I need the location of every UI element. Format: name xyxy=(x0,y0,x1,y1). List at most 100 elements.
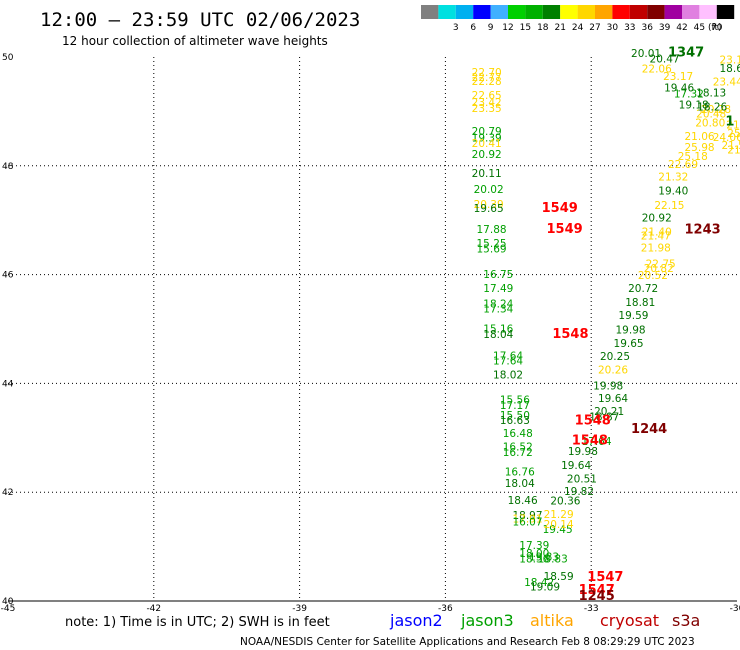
wave-height-label: 21.5 xyxy=(727,144,740,156)
wave-height-label: 18.24 xyxy=(483,298,513,310)
scale-swatch xyxy=(455,5,474,19)
scale-label: 45 xyxy=(694,23,705,33)
scale-swatch xyxy=(508,5,526,19)
wave-height-label: 17.88 xyxy=(477,224,507,236)
scale-label: 9 xyxy=(488,23,494,33)
scale-units: (ft) xyxy=(708,23,722,33)
wave-height-label: 19.82 xyxy=(564,486,594,498)
pass-time-label: 1549 xyxy=(542,201,578,216)
scale-label: 36 xyxy=(641,23,653,33)
pass-time-label: 1547 xyxy=(587,570,623,585)
scale-swatch xyxy=(629,5,648,19)
scale-swatch xyxy=(560,5,578,19)
wave-height-label: 21.47 xyxy=(641,230,671,242)
wave-height-label: 16.76 xyxy=(505,467,535,479)
pass-time-label: 1 xyxy=(725,115,734,130)
wave-height-label: 20.36 xyxy=(550,495,580,507)
wave-height-label: 19.40 xyxy=(658,185,688,197)
y-tick-label: 46 xyxy=(2,271,14,281)
scale-swatch xyxy=(542,5,561,19)
wave-height-label: 22.15 xyxy=(654,200,684,212)
y-tick-label: 44 xyxy=(2,379,14,389)
scale-swatch xyxy=(577,5,595,19)
wave-height-label: 19.65 xyxy=(614,338,644,350)
satellite-legend: jason2 jason3 altika cryosat s3a xyxy=(389,611,700,630)
wave-height-label: 19.65 xyxy=(474,203,504,215)
wave-height-label: 23.17 xyxy=(663,71,693,83)
legend-cryosat: cryosat xyxy=(600,611,659,630)
y-tick-label: 48 xyxy=(2,162,14,172)
scale-label: 33 xyxy=(624,23,635,33)
scale-swatch xyxy=(647,5,665,19)
x-tick-label: -33 xyxy=(584,604,599,614)
wave-height-label: 22.28 xyxy=(472,76,502,88)
wave-height-label: 18.81 xyxy=(625,297,655,309)
scale-swatch xyxy=(525,5,543,19)
scale-label: 30 xyxy=(607,23,619,33)
wave-height-label: 20.26 xyxy=(598,364,628,376)
wave-height-label: 23.44 xyxy=(713,76,740,88)
wave-height-label: 22.65 xyxy=(472,90,502,102)
scale-label: 27 xyxy=(589,23,600,33)
wave-height-label: 19.64 xyxy=(598,393,628,405)
scale-swatch xyxy=(612,5,630,19)
wave-height-label: 20.01 xyxy=(631,48,661,60)
pass-time-label: 1245 xyxy=(579,589,615,604)
scale-label: 24 xyxy=(572,23,584,33)
wave-height-label: 17.64 xyxy=(493,356,523,368)
wave-height-label: 20.47 xyxy=(650,54,680,66)
wave-height-label: 18.26 xyxy=(697,102,727,114)
wave-height-label: 25.98 xyxy=(685,142,715,154)
wave-height-label: 19.98 xyxy=(593,381,623,393)
wave-height-label: 20.92 xyxy=(472,149,502,161)
wave-height-label: 19.46 xyxy=(664,82,694,94)
chart-subtitle: 12 hour collection of altimeter wave hei… xyxy=(62,34,328,48)
wave-height-label: 20.51 xyxy=(567,474,597,486)
wave-height-label: 20.25 xyxy=(600,351,630,363)
wave-height-label: 19.39 xyxy=(472,133,502,145)
wave-height-label: 15.69 xyxy=(477,243,507,255)
wave-height-label: 18.97 xyxy=(512,510,542,522)
axis-ticks: -45 -42 -39 -36 -33 -30 50 48 46 44 42 40 xyxy=(1,53,740,614)
wave-height-label: 20.92 xyxy=(642,212,672,224)
wave-height-label: 19.83 xyxy=(529,551,559,563)
wave-height-label: 16.63 xyxy=(500,415,530,427)
wave-height-label: 16.52 xyxy=(503,442,533,454)
y-tick-label: 40 xyxy=(2,597,14,607)
wave-height-label: 17.39 xyxy=(519,540,549,552)
scale-swatch xyxy=(699,5,717,19)
scale-label: 70 xyxy=(711,23,723,33)
scale-swatch xyxy=(438,5,456,19)
wave-height-label: 25. xyxy=(727,128,740,140)
wave-height-label: 18.04 xyxy=(505,478,535,490)
y-tick-label: 42 xyxy=(2,488,13,498)
wave-height-label: 18.46 xyxy=(508,495,538,507)
wave-height-label: 20.72 xyxy=(628,283,658,295)
legend-s3a: s3a xyxy=(672,611,700,630)
wave-height-label: 22.77 xyxy=(472,72,502,84)
wave-height-label: 20.21 xyxy=(594,406,624,418)
wave-height-label: 21.40 xyxy=(642,227,672,239)
x-tick-label: -30 xyxy=(730,604,740,614)
wave-height-label: 18.02 xyxy=(493,370,523,382)
scale-label: 6 xyxy=(470,23,476,33)
wave-height-label: 19.18 xyxy=(679,99,709,111)
wave-height-label: 21.29 xyxy=(544,509,574,521)
wave-height-label: 17.17 xyxy=(500,400,530,412)
wave-height-label: 22.75 xyxy=(646,259,676,271)
wave-height-label: 20.52 xyxy=(638,270,668,282)
scale-swatch xyxy=(664,5,682,19)
wave-height-label: 19.45 xyxy=(543,524,573,536)
scale-label: 21 xyxy=(554,23,565,33)
wave-height-label: 21.32 xyxy=(658,172,688,184)
pass-time-label: 1547 xyxy=(579,583,615,598)
scale-swatch xyxy=(716,5,735,19)
wave-height-label: 15.16 xyxy=(483,323,513,335)
footer-note: note: 1) Time is in UTC; 2) SWH is in fe… xyxy=(65,615,330,630)
wave-height-label: 21.98 xyxy=(641,242,671,254)
wave-height-label: 20.79 xyxy=(472,126,502,138)
wave-height-label: 15.50 xyxy=(500,410,530,422)
scale-swatch xyxy=(490,5,508,19)
